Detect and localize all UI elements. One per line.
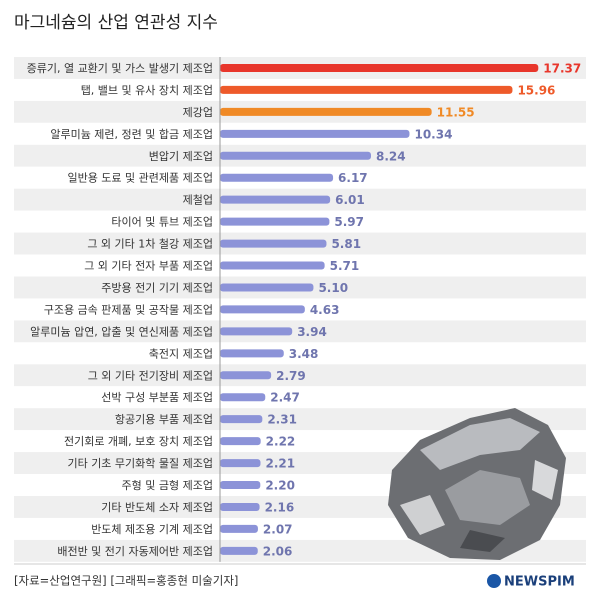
- row-background: [14, 320, 586, 343]
- bar: [220, 107, 432, 116]
- category-label: 타이어 및 튜브 제조업: [111, 216, 213, 229]
- category-label: 기타 기초 무기화학 물질 제조업: [67, 457, 213, 470]
- value-label: 5.71: [330, 259, 360, 273]
- row-background: [14, 342, 586, 365]
- category-label: 배전반 및 전기 자동제어반 제조업: [57, 545, 213, 558]
- value-label: 2.31: [267, 413, 297, 427]
- source: [자료=산업연구원] [그래픽=홍종현 미술기자]: [14, 574, 238, 588]
- bar: [220, 502, 260, 511]
- bar: [220, 393, 266, 402]
- rock-image: [388, 408, 566, 560]
- bar: [220, 151, 371, 160]
- row-background: [14, 408, 586, 431]
- value-label: 2.07: [263, 522, 293, 536]
- category-label: 전기회로 개폐, 보호 장치 제조업: [64, 435, 213, 448]
- bar: [220, 173, 334, 182]
- bar: [220, 85, 513, 94]
- bar: [220, 415, 263, 424]
- category-label: 알루미늄 압연, 압출 및 연신제품 제조업: [30, 324, 213, 338]
- category-label: 주방용 전기 기기 제조업: [101, 281, 213, 294]
- bar: [220, 195, 331, 204]
- category-label: 구조용 금속 판제품 및 공작물 제조업: [44, 303, 213, 316]
- category-label: 주형 및 금형 제조업: [122, 479, 213, 492]
- bar: [220, 305, 305, 314]
- value-label: 2.06: [263, 544, 293, 558]
- chart-title: 마그네슘의 산업 연관성 지수: [14, 13, 218, 33]
- value-label: 11.55: [437, 105, 475, 119]
- category-label: 그 외 기타 전기장비 제조업: [88, 369, 213, 382]
- logo: NEWSPIM: [504, 575, 575, 590]
- bar: [220, 459, 261, 468]
- value-label: 17.37: [543, 61, 581, 75]
- bar: [220, 481, 261, 490]
- category-label: 축전지 제조업: [149, 347, 213, 360]
- category-label: 제강업: [183, 106, 213, 119]
- value-label: 4.63: [310, 303, 340, 317]
- category-label: 기타 반도체 소자 제조업: [101, 501, 213, 514]
- value-label: 6.01: [335, 193, 365, 207]
- value-label: 2.22: [266, 435, 296, 449]
- category-label: 알루미늄 제련, 정련 및 합금 제조업: [50, 127, 213, 141]
- bar: [220, 63, 539, 72]
- row-background: [14, 386, 586, 409]
- bar: [220, 217, 330, 226]
- bar: [220, 524, 258, 533]
- category-label: 변압기 제조업: [149, 150, 213, 163]
- value-label: 5.10: [318, 281, 348, 295]
- bar: [220, 437, 261, 446]
- bar: [220, 261, 325, 270]
- value-label: 3.94: [297, 325, 327, 339]
- value-label: 2.47: [270, 391, 300, 405]
- bar: [220, 283, 314, 292]
- value-label: 2.21: [265, 457, 295, 471]
- category-label: 일반용 도료 및 관련제품 제조업: [67, 171, 213, 185]
- value-label: 15.96: [517, 83, 555, 97]
- value-label: 8.24: [376, 149, 406, 163]
- value-label: 5.81: [331, 237, 361, 251]
- value-label: 2.20: [265, 479, 295, 493]
- category-label: 반도체 제조용 기계 제조업: [91, 523, 213, 536]
- bar: [220, 327, 293, 336]
- bar: [220, 129, 410, 138]
- value-label: 2.16: [265, 500, 295, 514]
- value-label: 5.97: [334, 215, 364, 229]
- bar: [220, 371, 272, 380]
- value-label: 10.34: [414, 127, 452, 141]
- category-label: 제철업: [183, 194, 213, 207]
- category-label: 항공기용 부품 제조업: [115, 413, 213, 426]
- category-label: 증류기, 열 교환기 및 가스 발생기 제조업: [27, 62, 213, 75]
- bar: [220, 349, 284, 358]
- logo-mark: [487, 574, 501, 588]
- value-label: 6.17: [338, 171, 368, 185]
- value-label: 3.48: [289, 347, 319, 361]
- category-label: 그 외 기타 전자 부품 제조업: [84, 260, 213, 273]
- bar: [220, 239, 327, 248]
- category-label: 탭, 밸브 및 유사 장치 제조업: [81, 84, 213, 97]
- category-label: 그 외 기타 1차 철강 제조업: [87, 238, 213, 251]
- category-label: 선박 구성 부분품 제조업: [101, 391, 213, 404]
- value-label: 2.79: [276, 369, 306, 383]
- bar: [220, 546, 258, 555]
- row-background: [14, 364, 586, 387]
